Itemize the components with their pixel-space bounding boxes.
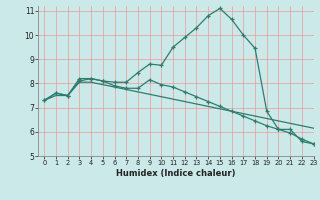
- X-axis label: Humidex (Indice chaleur): Humidex (Indice chaleur): [116, 169, 236, 178]
